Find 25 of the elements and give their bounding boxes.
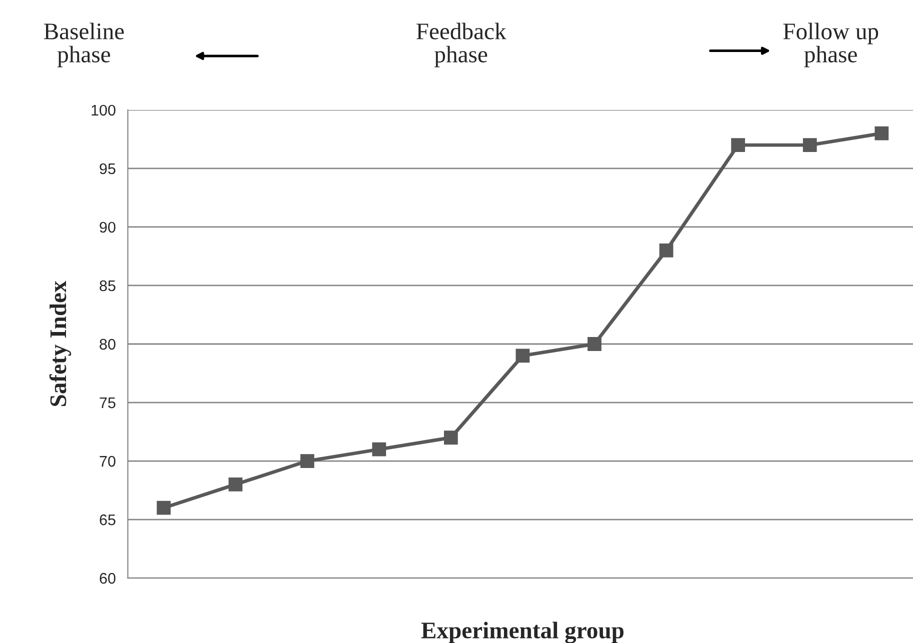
point bbox=[516, 348, 530, 363]
point bbox=[444, 430, 458, 445]
y-tick-label: 65 bbox=[100, 514, 116, 526]
x-axis-title: Experimental group bbox=[421, 622, 624, 643]
point bbox=[659, 243, 674, 258]
y-tick-label: 85 bbox=[100, 280, 116, 292]
point bbox=[228, 477, 242, 492]
y-tick-label: 70 bbox=[100, 456, 116, 467]
point bbox=[156, 500, 171, 515]
point bbox=[731, 138, 746, 152]
y-tick-label: 95 bbox=[100, 163, 116, 174]
y-tick-label: 80 bbox=[100, 338, 116, 350]
text: Feedback phase bbox=[416, 22, 506, 68]
point bbox=[588, 337, 602, 351]
point bbox=[372, 442, 386, 456]
y-tick-label: 75 bbox=[100, 398, 116, 408]
point bbox=[802, 138, 817, 152]
y-tick-label: 100 bbox=[92, 104, 116, 116]
y-tick-label: 60 bbox=[100, 572, 116, 584]
point bbox=[300, 454, 314, 468]
y-tick-label: 90 bbox=[100, 222, 116, 233]
y-axis-title: Safety Index bbox=[49, 280, 72, 406]
point bbox=[874, 126, 889, 140]
text: Baseline phase bbox=[44, 22, 124, 68]
text: Follow up phase bbox=[783, 22, 878, 68]
